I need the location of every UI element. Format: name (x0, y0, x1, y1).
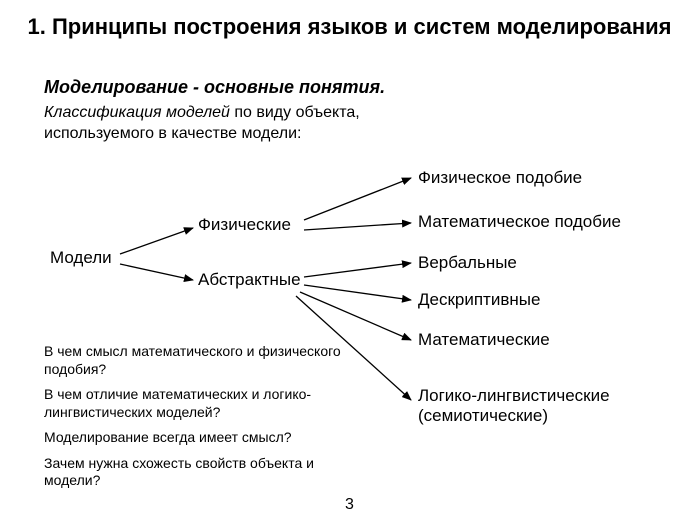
question-2: В чем отличие математических и логико-ли… (44, 386, 364, 421)
node-math-similarity: Математическое подобие (418, 212, 621, 232)
node-logico-linguistic: Логико-лингвистические (семиотические) (418, 386, 628, 427)
classification-description: Классификация моделей по виду объекта, и… (44, 103, 424, 145)
node-abstract: Абстрактные (198, 270, 301, 290)
node-physical-similarity: Физическое подобие (418, 168, 582, 188)
slide-title: 1. Принципы построения языков и систем м… (0, 14, 699, 40)
slide-subtitle: Моделирование - основные понятия. (44, 77, 385, 98)
node-root: Модели (50, 248, 112, 268)
node-mathematical: Математические (418, 330, 550, 350)
question-3: Моделирование всегда имеет смысл? (44, 429, 364, 447)
desc-italic: Классификация моделей (44, 104, 230, 121)
question-1: В чем смысл математического и физическог… (44, 343, 364, 378)
question-4: Зачем нужна схожесть свойств объекта и м… (44, 455, 364, 490)
node-descriptive: Дескриптивные (418, 290, 540, 310)
node-verbal: Вербальные (418, 253, 517, 273)
node-physical: Физические (198, 215, 291, 235)
page-number: 3 (0, 496, 699, 514)
questions-block: В чем смысл математического и физическог… (44, 343, 364, 498)
